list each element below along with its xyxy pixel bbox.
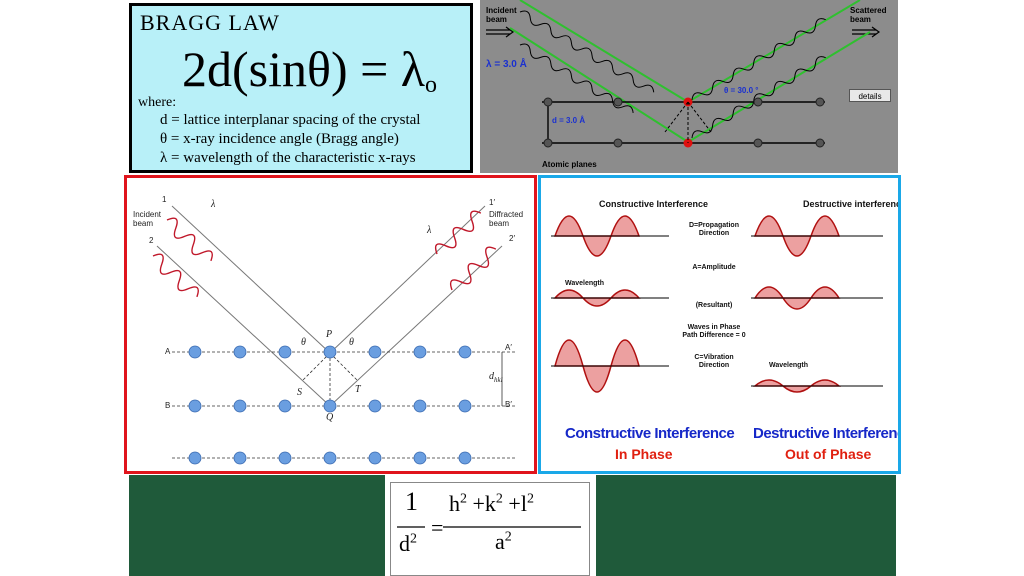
plane-a-label: A <box>165 347 171 356</box>
ray-2p-label: 2′ <box>509 234 515 243</box>
bragg-law-box: BRAGG LAW 2d(sinθ) = λo where: d = latti… <box>129 3 473 173</box>
amplitude-note: A=Amplitude <box>692 264 736 271</box>
dhkl-label: dhkl <box>489 371 503 385</box>
theta-value: θ = 30.0 ° <box>724 86 759 95</box>
bragg-title: BRAGG LAW <box>140 10 280 35</box>
point-s-label: S <box>297 387 302 398</box>
in-phase-label: In Phase <box>615 446 673 462</box>
bragg-def-d: d = lattice interplanar spacing of the c… <box>160 112 421 128</box>
formula-a2: a2 <box>495 529 512 554</box>
bragg-where: where: <box>138 95 177 110</box>
bragg-animation-graphic <box>486 0 881 148</box>
diffraction-graphic <box>152 205 517 465</box>
formula-one: 1 <box>405 487 418 516</box>
formula-d2: d2 <box>399 531 417 556</box>
formula-equals: = <box>431 515 444 540</box>
bragg-animation-panel: Incident beam Scattered beam λ = 3.0 Å θ =… <box>480 0 898 173</box>
interference-panel: Constructive Interference Destructive in… <box>538 175 901 474</box>
plane-ap-label: A′ <box>505 343 512 352</box>
bragg-equation: 2d(sinθ) = λo <box>182 41 438 98</box>
theta-label-right: θ <box>349 337 354 348</box>
plane-b-label: B <box>165 401 171 410</box>
in-phase-note: Waves in Phase Path Difference = 0 <box>682 324 746 339</box>
plane-bp-label: B′ <box>505 400 512 409</box>
constructive-bottom-title: Constructive Interference <box>565 425 735 442</box>
ray-1-label: 1 <box>162 195 167 204</box>
marble-texture-left <box>129 475 385 576</box>
constructive-title: Constructive Interference <box>599 199 709 209</box>
vibration-note: C=Vibration Direction <box>694 354 734 369</box>
wavelength-label-right: Wavelength <box>769 362 809 369</box>
point-p-label: P <box>326 329 333 340</box>
point-q-label: Q <box>326 412 334 423</box>
lambda-label-right: λ <box>427 225 432 236</box>
fraction-bars <box>397 526 581 528</box>
d-value: d = 3.0 Å <box>552 116 586 125</box>
resultant-note: (Resultant) <box>695 302 733 309</box>
incident-beam-text: Incident beam <box>133 210 162 228</box>
atomic-planes-label: Atomic planes <box>542 160 597 169</box>
diffracted-beam-text: Diffracted beam <box>489 210 524 228</box>
theta-label-left: θ <box>301 337 306 348</box>
formula-numerator: h2 +k2 +l2 <box>449 491 534 516</box>
destructive-bottom-title: Destructive Interference <box>753 425 901 442</box>
marble-texture-right <box>596 475 896 576</box>
lambda-label-left: λ <box>211 199 216 210</box>
point-t-label: T <box>355 384 361 395</box>
bragg-def-theta: θ = x-ray incidence angle (Bragg angle) <box>160 131 399 147</box>
interference-graphic <box>551 215 883 393</box>
details-button[interactable]: details <box>849 89 891 102</box>
ray-2-label: 2 <box>149 236 154 245</box>
cubic-spacing-formula: 1 d2 = h2 +k2 +l2 a2 <box>390 482 590 576</box>
out-of-phase-label: Out of Phase <box>785 446 872 462</box>
destructive-title: Destructive interference <box>803 199 901 209</box>
wavelength-label-left: Wavelength <box>565 280 605 287</box>
bragg-def-lambda: λ = wavelength of the characteristic x-r… <box>160 150 416 166</box>
lambda-value: λ = 3.0 Å <box>486 59 527 70</box>
scattered-beam-label: Scattered beam <box>850 6 887 24</box>
ray-1p-label: 1′ <box>489 198 495 207</box>
diffraction-diagram: 1 2 Incident beam 1′ 2′ Diffracted beam λ … <box>124 175 537 474</box>
incident-beam-label: Incident beam <box>486 6 517 24</box>
propagation-note: D=Propagation Direction <box>689 222 739 237</box>
